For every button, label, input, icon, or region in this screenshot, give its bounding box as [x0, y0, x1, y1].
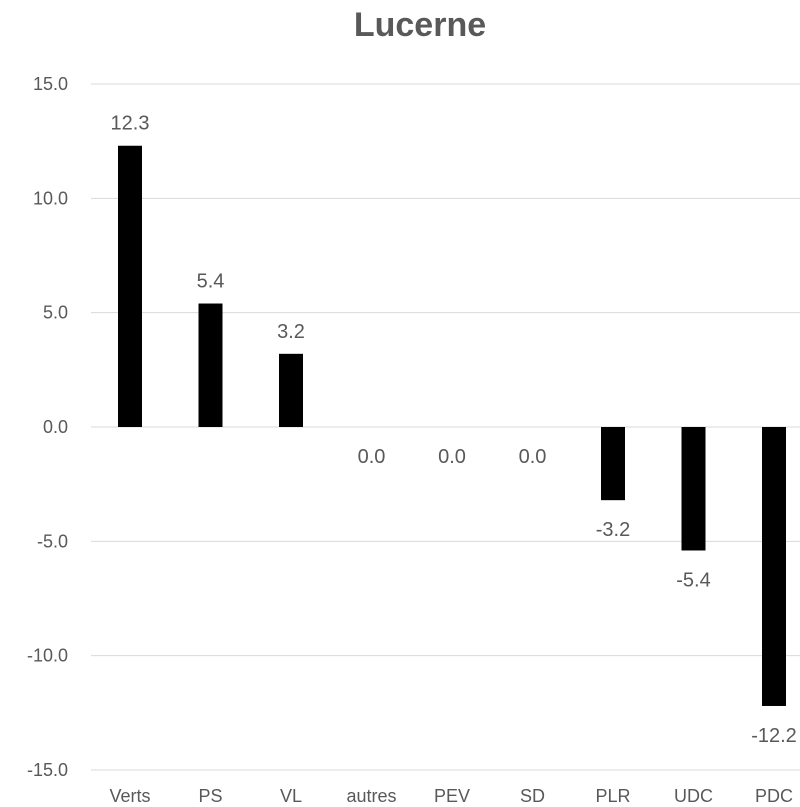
bar [279, 353, 303, 427]
bar [681, 427, 706, 551]
y-tick-label: 5.0 [43, 303, 68, 323]
data-label: 0.0 [519, 446, 547, 468]
x-tick-label: PLR [595, 786, 630, 806]
y-tick-label: -15.0 [27, 760, 68, 780]
data-label: 3.2 [277, 321, 305, 343]
x-tick-label: PDC [755, 786, 793, 806]
y-tick-label: -10.0 [27, 646, 68, 666]
bar [601, 427, 625, 501]
value-labels: 12.3 5.4 3.2 0.0 0.0 0.0 -3.2 -5.4 -12.2 [111, 113, 797, 747]
y-tick-label: 0.0 [43, 417, 68, 437]
x-tick-label: PEV [434, 786, 470, 806]
data-label: -5.4 [676, 569, 710, 591]
x-tick-label: VL [280, 786, 302, 806]
bar [198, 303, 223, 427]
data-label: 12.3 [111, 113, 150, 135]
data-label: 0.0 [438, 446, 466, 468]
y-tick-label: 15.0 [33, 74, 68, 94]
x-tick-label: autres [346, 786, 396, 806]
chart-title: Lucerne [353, 6, 487, 44]
bars [118, 145, 786, 706]
y-axis-ticks: 15.0 10.0 5.0 0.0 -5.0 -10.0 -15.0 [27, 74, 68, 780]
y-tick-label: 10.0 [33, 188, 68, 208]
x-tick-label: UDC [674, 786, 713, 806]
data-label: -3.2 [596, 519, 630, 541]
data-label: -12.2 [751, 725, 797, 747]
y-tick-label: -5.0 [37, 531, 68, 551]
bar [762, 427, 786, 706]
x-tick-label: SD [520, 786, 545, 806]
x-axis-categories: Verts PS VL autres PEV SD PLR UDC PDC [109, 786, 793, 806]
data-label: 0.0 [358, 446, 386, 468]
x-tick-label: Verts [109, 786, 150, 806]
bar [118, 145, 142, 428]
data-label: 5.4 [197, 271, 225, 293]
x-tick-label: PS [198, 786, 222, 806]
